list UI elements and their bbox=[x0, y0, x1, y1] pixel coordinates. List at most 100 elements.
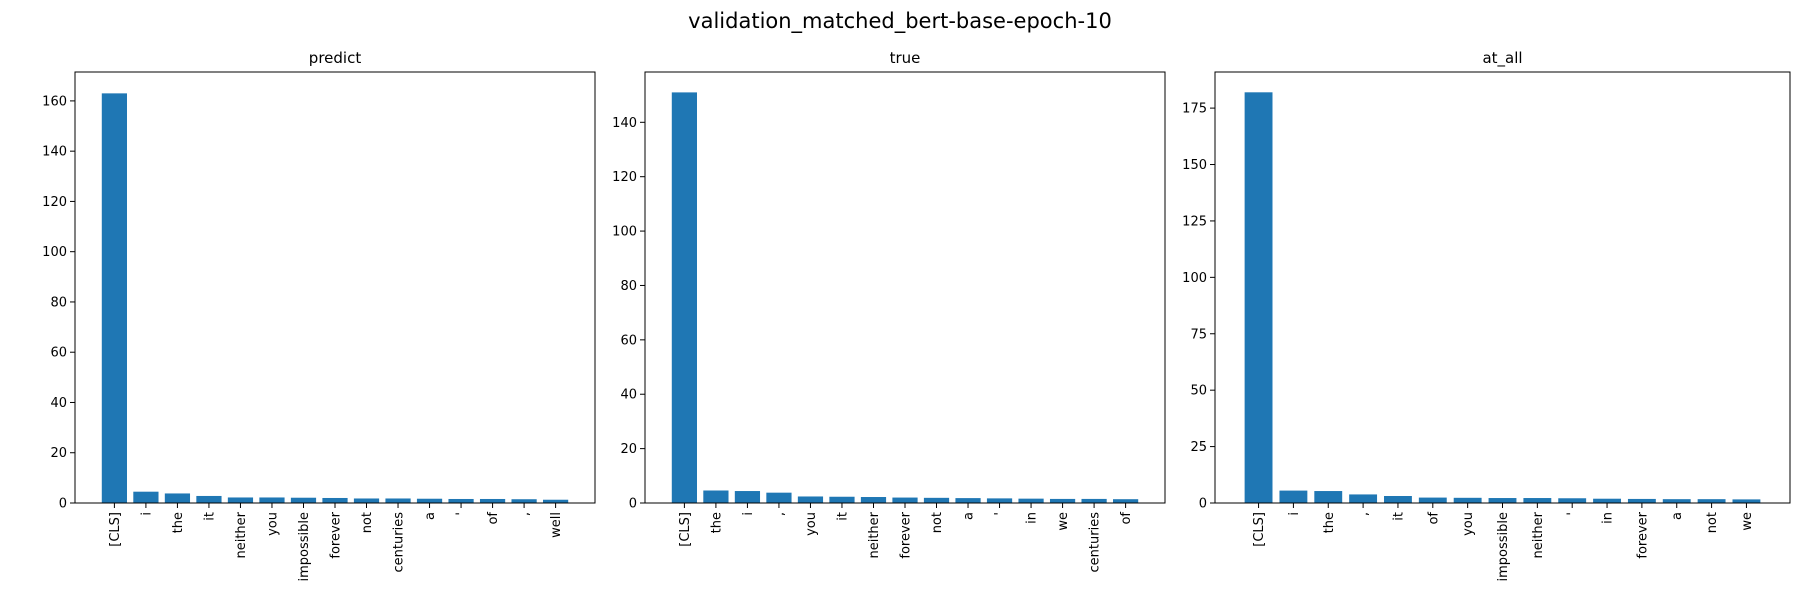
x-tick-label: the bbox=[171, 512, 186, 533]
bar-forever bbox=[892, 497, 918, 503]
x-tick-label: not bbox=[1705, 512, 1720, 533]
y-tick-label: 80 bbox=[620, 279, 637, 294]
bar-it bbox=[196, 495, 222, 503]
x-tick-label: [CLS] bbox=[108, 512, 123, 547]
x-tick-label: forever bbox=[899, 511, 914, 558]
chart-predict: predict 0 20 40 60 80 100 120 140 160 [CLS] i the it n… bbox=[42, 49, 596, 582]
x-tick-label: forever bbox=[1635, 511, 1650, 558]
y-tick-label: 100 bbox=[42, 245, 67, 260]
bar-a bbox=[416, 498, 443, 503]
bar-a bbox=[1662, 499, 1691, 503]
y-tick-label: 0 bbox=[1199, 497, 1207, 512]
bar-you bbox=[259, 497, 285, 503]
bar-neither bbox=[1523, 498, 1552, 503]
bar-you bbox=[797, 496, 824, 503]
x-tick-label: not bbox=[930, 512, 945, 533]
charts-group: predict 0 20 40 60 80 100 120 140 160 [CLS] i the it n… bbox=[42, 49, 1791, 582]
x-tick-label: , bbox=[1357, 512, 1372, 516]
bar-i bbox=[133, 491, 159, 503]
x-tick-label: centuries bbox=[392, 512, 407, 573]
x-tick-label: impossible bbox=[1496, 512, 1511, 582]
y-tick-label: 0 bbox=[59, 497, 67, 512]
y-tick-label: 100 bbox=[1182, 271, 1207, 286]
y-tick-label: 140 bbox=[612, 116, 637, 131]
y-tick-label: 25 bbox=[1190, 440, 1207, 455]
bar-' bbox=[448, 498, 474, 503]
bar-[CLS] bbox=[101, 93, 127, 504]
chart-title: predict bbox=[309, 49, 362, 67]
y-tick-label: 150 bbox=[1182, 158, 1207, 173]
x-tick-label: , bbox=[772, 512, 787, 516]
x-tick-label: neither bbox=[234, 511, 249, 558]
chart-title: true bbox=[890, 49, 921, 67]
x-tick-label: , bbox=[518, 512, 533, 516]
x-tick-label: of bbox=[1119, 512, 1134, 525]
x-tick-label: not bbox=[360, 512, 375, 533]
x-tick-label: neither bbox=[1531, 511, 1546, 558]
bar-you bbox=[1453, 497, 1482, 503]
x-tick-label: i bbox=[741, 512, 756, 516]
bar-not bbox=[923, 497, 950, 503]
bar-of bbox=[479, 498, 506, 503]
y-tick-label: 40 bbox=[50, 396, 67, 411]
bar-a bbox=[955, 498, 981, 503]
bar-in bbox=[1018, 498, 1044, 503]
x-tick-label: the bbox=[1322, 512, 1337, 533]
x-tick-label: [CLS] bbox=[1252, 512, 1267, 547]
bar-the bbox=[164, 493, 191, 503]
y-tick-label: 50 bbox=[1190, 384, 1207, 399]
y-tick-label: 120 bbox=[42, 195, 67, 210]
bar-[CLS] bbox=[1244, 92, 1273, 503]
x-tick-label: i bbox=[1287, 512, 1302, 516]
bar-, bbox=[1349, 494, 1378, 503]
chart-title: at_all bbox=[1482, 49, 1522, 68]
bar-of bbox=[1418, 497, 1447, 503]
y-tick-label: 40 bbox=[620, 388, 637, 403]
x-tick-label: of bbox=[1426, 512, 1441, 525]
bar-it bbox=[1384, 496, 1412, 503]
x-tick-label: of bbox=[486, 512, 501, 525]
bar-the bbox=[1314, 491, 1343, 503]
bar-we bbox=[1732, 499, 1761, 503]
y-tick-label: 175 bbox=[1182, 102, 1207, 117]
bar-centuries bbox=[1081, 498, 1107, 503]
y-tick-label: 60 bbox=[50, 346, 67, 361]
bar-, bbox=[511, 499, 537, 503]
bar-the bbox=[703, 490, 729, 503]
bar-well bbox=[543, 499, 569, 503]
axes-frame bbox=[1214, 71, 1791, 504]
x-tick-label: impossible bbox=[297, 512, 312, 582]
chart-true: true 0 20 40 60 80 100 120 140 [CLS] the i, you it nei… bbox=[612, 49, 1166, 573]
x-tick-label: i bbox=[139, 512, 154, 516]
x-tick-label: centuries bbox=[1088, 512, 1103, 573]
x-tick-label: neither bbox=[867, 511, 882, 558]
x-tick-label: ' bbox=[1566, 512, 1581, 516]
bar-' bbox=[1558, 498, 1587, 503]
bar-i bbox=[1279, 490, 1308, 503]
y-tick-label: 75 bbox=[1190, 327, 1207, 342]
bar-forever bbox=[1627, 498, 1656, 503]
bar-centuries bbox=[385, 498, 411, 503]
y-tick-label: 160 bbox=[42, 94, 67, 109]
x-tick-label: we bbox=[1740, 512, 1755, 531]
y-tick-label: 60 bbox=[620, 333, 637, 348]
y-tick-label: 80 bbox=[50, 295, 67, 310]
x-tick-label: well bbox=[549, 512, 564, 538]
bar-impossible bbox=[1488, 498, 1517, 503]
x-tick-label: the bbox=[709, 512, 724, 533]
x-tick-label: a bbox=[1670, 512, 1685, 520]
bar-impossible bbox=[290, 497, 317, 503]
x-tick-label: it bbox=[835, 512, 850, 521]
y-tick-label: 125 bbox=[1182, 214, 1207, 229]
bar-forever bbox=[322, 497, 348, 503]
bar-it bbox=[829, 496, 855, 503]
x-tick-label: you bbox=[265, 512, 280, 536]
y-tick-label: 100 bbox=[612, 225, 637, 240]
x-tick-label: you bbox=[1461, 512, 1476, 536]
axes-frame bbox=[74, 71, 596, 504]
axes-frame bbox=[644, 71, 1166, 504]
y-tick-label: 20 bbox=[620, 442, 637, 457]
x-tick-label: we bbox=[1056, 512, 1071, 531]
x-tick-label: in bbox=[1025, 512, 1040, 524]
